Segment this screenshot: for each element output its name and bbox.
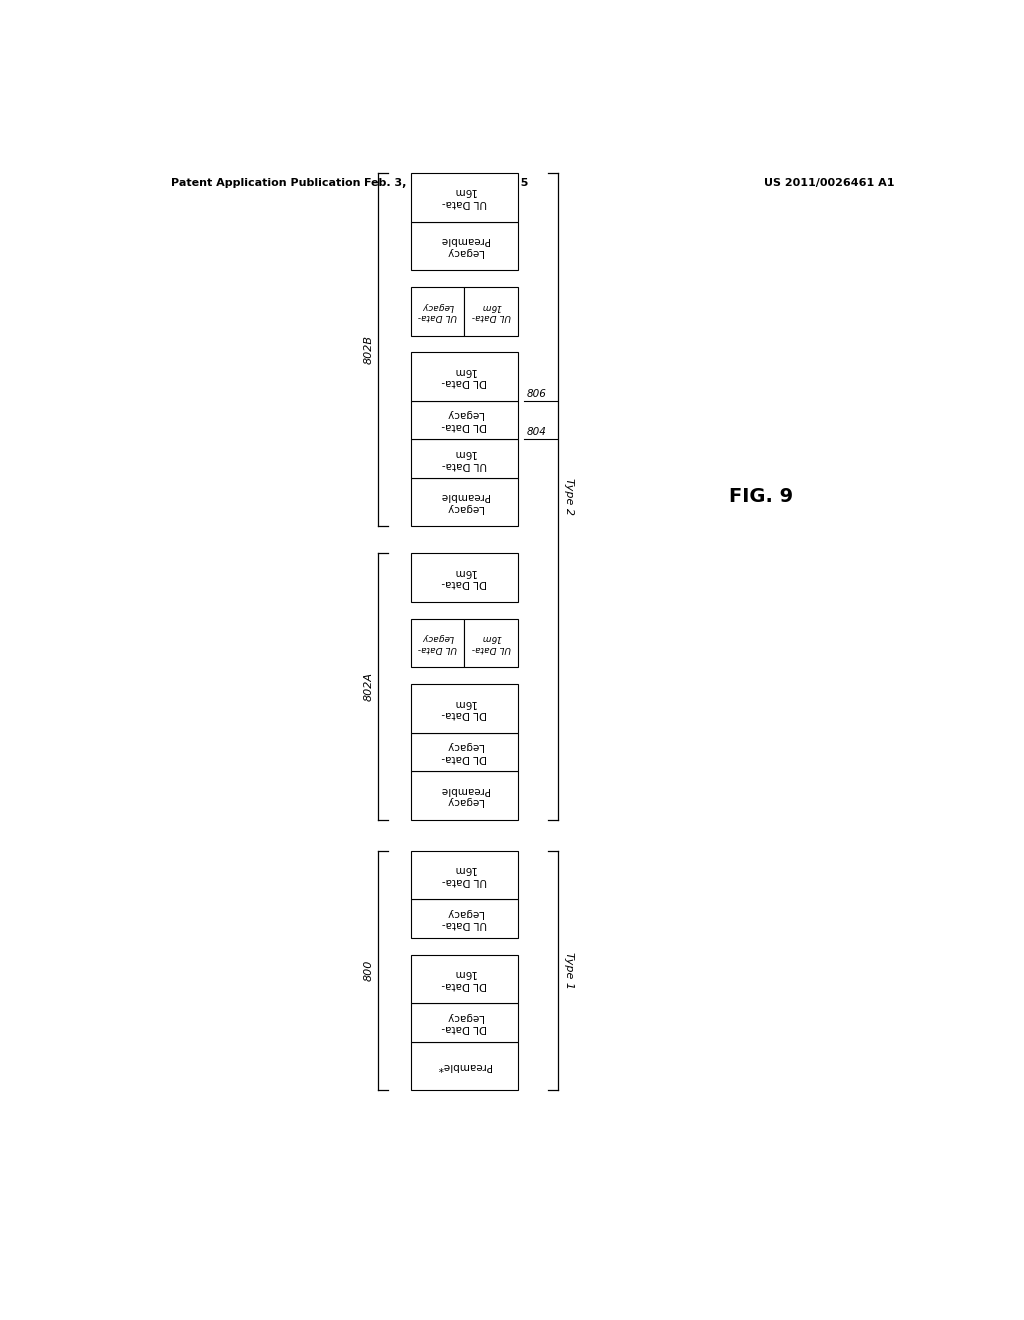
Text: DL Data-
16m: DL Data- 16m — [441, 698, 487, 719]
FancyBboxPatch shape — [411, 478, 518, 527]
FancyBboxPatch shape — [411, 173, 518, 222]
FancyBboxPatch shape — [411, 771, 518, 820]
Text: DL Data-
16m: DL Data- 16m — [441, 366, 487, 388]
Text: UL Data-
Legacy: UL Data- Legacy — [418, 301, 457, 321]
FancyBboxPatch shape — [411, 684, 518, 733]
Text: Type 2: Type 2 — [564, 478, 574, 515]
FancyBboxPatch shape — [464, 619, 518, 668]
Text: DL Data-
Legacy: DL Data- Legacy — [441, 742, 487, 763]
FancyBboxPatch shape — [411, 733, 518, 771]
FancyBboxPatch shape — [411, 352, 518, 401]
Text: Patent Application Publication: Patent Application Publication — [171, 178, 360, 187]
Text: DL Data-
Legacy: DL Data- Legacy — [441, 409, 487, 432]
Text: Legacy
Preamble: Legacy Preamble — [439, 785, 488, 807]
Text: UL Data-
16m: UL Data- 16m — [441, 447, 487, 470]
Text: US 2011/0026461 A1: US 2011/0026461 A1 — [764, 178, 894, 187]
FancyBboxPatch shape — [411, 850, 518, 899]
Text: Feb. 3, 2011   Sheet 5 of 5: Feb. 3, 2011 Sheet 5 of 5 — [364, 178, 528, 187]
Text: 800: 800 — [364, 960, 374, 981]
Text: ⋮: ⋮ — [469, 230, 492, 249]
Text: Legacy
Preamble: Legacy Preamble — [439, 491, 488, 513]
FancyBboxPatch shape — [411, 899, 518, 937]
FancyBboxPatch shape — [411, 1041, 518, 1090]
Text: FIG. 9: FIG. 9 — [729, 487, 793, 506]
Text: 806: 806 — [527, 388, 547, 399]
Text: UL Data-
Legacy: UL Data- Legacy — [441, 908, 487, 929]
Text: UL Data-
16m: UL Data- 16m — [441, 865, 487, 886]
FancyBboxPatch shape — [411, 1003, 518, 1041]
Text: UL Data-
Legacy: UL Data- Legacy — [418, 634, 457, 653]
Text: UL Data-
16m: UL Data- 16m — [441, 186, 487, 209]
Text: UL Data-
16m: UL Data- 16m — [471, 301, 511, 321]
FancyBboxPatch shape — [464, 286, 518, 335]
FancyBboxPatch shape — [411, 286, 464, 335]
FancyBboxPatch shape — [411, 440, 518, 478]
Text: Preamble*: Preamble* — [437, 1061, 492, 1071]
FancyBboxPatch shape — [411, 401, 518, 440]
FancyBboxPatch shape — [411, 553, 518, 602]
Text: Legacy
Preamble: Legacy Preamble — [439, 235, 488, 256]
Text: Type 1: Type 1 — [564, 952, 574, 989]
FancyBboxPatch shape — [411, 222, 518, 271]
Text: 804: 804 — [527, 428, 547, 437]
Text: 802A: 802A — [364, 672, 374, 701]
Text: DL Data-
Legacy: DL Data- Legacy — [441, 1011, 487, 1034]
FancyBboxPatch shape — [411, 954, 518, 1003]
Text: DL Data-
16m: DL Data- 16m — [441, 968, 487, 990]
FancyBboxPatch shape — [411, 619, 464, 668]
Text: 802B: 802B — [364, 335, 374, 364]
Text: DL Data-
16m: DL Data- 16m — [441, 566, 487, 589]
Text: UL Data-
16m: UL Data- 16m — [471, 634, 511, 653]
